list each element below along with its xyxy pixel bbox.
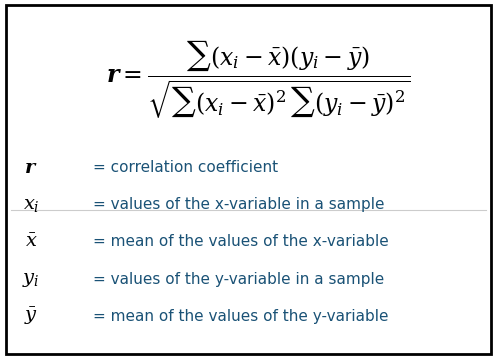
Text: $\boldsymbol{y_i}$: $\boldsymbol{y_i}$ bbox=[22, 270, 40, 289]
Text: $\boldsymbol{\bar{x}}$: $\boldsymbol{\bar{x}}$ bbox=[25, 232, 37, 251]
Text: = mean of the values of the x-variable: = mean of the values of the x-variable bbox=[93, 234, 389, 250]
Text: = values of the x-variable in a sample: = values of the x-variable in a sample bbox=[93, 197, 384, 212]
Text: = correlation coefficient: = correlation coefficient bbox=[93, 159, 278, 174]
Text: $\boldsymbol{r}$: $\boldsymbol{r}$ bbox=[24, 158, 38, 177]
Text: $\boldsymbol{r} = \dfrac{\sum\left(x_i - \bar{x}\right)\left(y_i - \bar{y}\right: $\boldsymbol{r} = \dfrac{\sum\left(x_i -… bbox=[106, 38, 411, 121]
Text: $\boldsymbol{x_i}$: $\boldsymbol{x_i}$ bbox=[23, 195, 39, 214]
Text: $\boldsymbol{\bar{y}}$: $\boldsymbol{\bar{y}}$ bbox=[24, 306, 38, 327]
Text: = mean of the values of the y-variable: = mean of the values of the y-variable bbox=[93, 309, 388, 324]
Text: = values of the y-variable in a sample: = values of the y-variable in a sample bbox=[93, 272, 384, 287]
FancyBboxPatch shape bbox=[6, 5, 491, 354]
